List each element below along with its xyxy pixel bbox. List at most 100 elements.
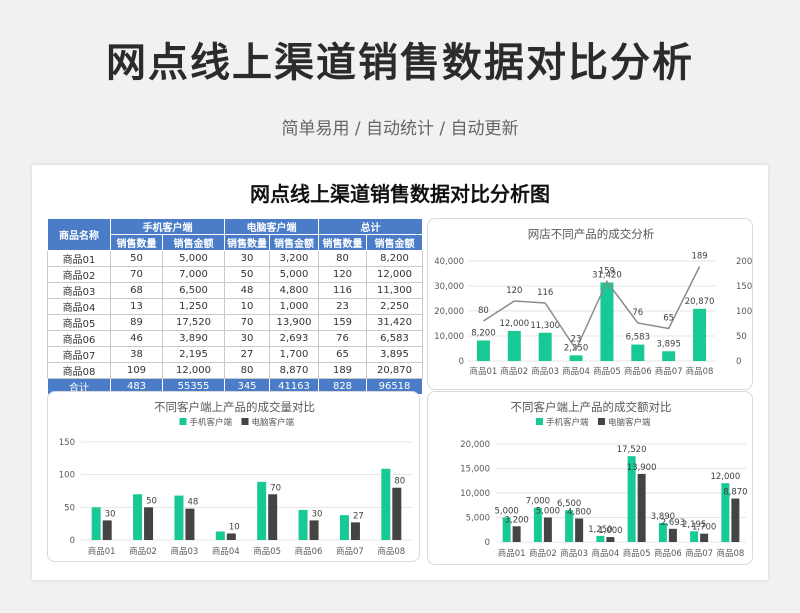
total-cell: 合计	[47, 378, 111, 395]
bar-mobile	[533, 507, 542, 542]
product-name-cell: 商品05	[47, 314, 111, 331]
x-tick-label: 商品07	[336, 546, 364, 557]
data-label-pc: 50	[146, 496, 157, 506]
table-cell: 8,200	[366, 250, 423, 267]
x-tick-label: 商品06	[654, 548, 682, 559]
chart-title: 网店不同产品的成交分析	[528, 227, 655, 241]
x-tick-label: 商品02	[500, 366, 528, 377]
table-cell: 10	[224, 298, 270, 315]
chart-title: 不同客户端上产品的成交额对比	[511, 400, 672, 414]
table-cell: 50	[110, 250, 163, 267]
table-cell: 6,583	[366, 330, 423, 347]
table-cell: 4,800	[269, 282, 319, 299]
data-label-pc: 27	[353, 511, 364, 521]
x-tick-label: 商品02	[129, 546, 157, 557]
bar-pc	[392, 487, 402, 540]
bar-pc	[575, 518, 584, 542]
bar-mobile	[91, 507, 101, 540]
x-tick-label: 商品01	[470, 366, 498, 377]
table-cell: 80	[318, 250, 367, 267]
bar	[662, 351, 676, 361]
data-label-mobile: 1,250	[588, 525, 612, 535]
data-label-pc: 5,000	[536, 507, 560, 517]
y-tick-label-right: 150	[736, 282, 752, 292]
x-tick-label: 商品04	[591, 548, 619, 559]
product-name-cell: 商品02	[47, 266, 111, 283]
bar-pc	[606, 537, 615, 542]
table-cell: 20,870	[366, 362, 423, 379]
data-label-mobile: 2,195	[682, 520, 706, 530]
table-cell: 189	[318, 362, 367, 379]
bar-pc	[226, 533, 236, 540]
table-cell: 6,500	[162, 282, 225, 299]
bar	[569, 355, 583, 361]
data-label-pc: 70	[270, 483, 281, 493]
x-tick-label: 商品05	[593, 366, 621, 377]
data-label-pc: 10	[229, 522, 240, 532]
data-label-pc: 30	[105, 509, 116, 519]
bar-pc	[102, 520, 112, 540]
data-label: 31,420	[592, 270, 622, 280]
x-tick-label: 商品01	[498, 548, 526, 559]
table-cell: 5,000	[269, 266, 319, 283]
data-label-pc: 13,900	[627, 463, 657, 473]
table-cell: 89	[110, 314, 163, 331]
bar	[631, 344, 645, 361]
y-tick-label-right: 0	[736, 357, 741, 367]
bar-mobile	[565, 510, 574, 542]
table-cell: 12,000	[162, 362, 225, 379]
bar-mobile	[133, 494, 143, 540]
legend-swatch-mobile	[536, 418, 543, 425]
table-cell: 48	[224, 282, 270, 299]
legend-swatch-pc	[241, 418, 249, 425]
legend-swatch-pc	[598, 418, 605, 425]
y-tick-label-left: 40,000	[434, 257, 464, 267]
bar-mobile	[721, 483, 730, 542]
bar-mobile	[174, 495, 184, 540]
table-cell: 70	[224, 314, 270, 331]
bar-mobile	[690, 531, 699, 542]
line-data-label: 23	[571, 335, 582, 345]
table-cell: 50	[224, 266, 270, 283]
table-cell: 109	[110, 362, 163, 379]
y-tick-label: 0	[485, 538, 490, 548]
data-label-mobile: 17,520	[617, 445, 647, 455]
chart-panel-combo: 网店不同产品的成交分析 0 10,000 20,000 30,000 40,000 0 50 1…	[427, 218, 753, 390]
x-tick-label: 商品08	[377, 546, 405, 557]
table-cell: 3,200	[269, 250, 319, 267]
bar-pc	[185, 508, 195, 540]
table-row: 商品08 109 12,000 80 8,870 189 20,870	[47, 362, 423, 379]
line-data-label: 116	[537, 288, 553, 298]
data-label-mobile: 7,000	[526, 497, 550, 507]
table-cell: 2,195	[162, 346, 225, 363]
table-cell: 12,000	[366, 266, 423, 283]
data-label-mobile: 3,890	[651, 512, 675, 522]
data-label-pc: 30	[312, 509, 323, 519]
table-cell: 5,000	[162, 250, 225, 267]
y-tick-label: 0	[70, 536, 75, 546]
header-group-mobile: 手机客户端	[110, 218, 225, 235]
table-cell: 30	[224, 250, 270, 267]
table-cell: 120	[318, 266, 367, 283]
bar-pc	[350, 522, 360, 540]
table-cell: 17,520	[162, 314, 225, 331]
product-name-cell: 商品07	[47, 346, 111, 363]
bar-mobile	[298, 509, 308, 540]
x-tick-label: 商品04	[562, 366, 590, 377]
bar	[600, 282, 614, 361]
subheader-cell: 销售数量	[110, 234, 163, 251]
line-data-label: 76	[632, 308, 643, 318]
x-tick-label: 商品03	[560, 548, 588, 559]
data-label: 3,895	[657, 339, 681, 349]
table-cell: 8,870	[269, 362, 319, 379]
bar	[693, 308, 707, 361]
table-cell: 3,895	[366, 346, 423, 363]
page-subtitle: 简单易用 / 自动统计 / 自动更新	[281, 119, 519, 139]
chart-panel-quantity: 不同客户端上产品的成交量对比 手机客户端 电脑客户端 0 50 100 150 30 商品01 5…	[47, 391, 420, 562]
table-cell: 2,693	[269, 330, 319, 347]
data-label: 11,300	[530, 321, 560, 331]
page-title: 网点线上渠道销售数据对比分析	[106, 40, 694, 86]
table-row: 商品05 89 17,520 70 13,900 159 31,420	[47, 314, 423, 331]
bar	[507, 331, 521, 361]
